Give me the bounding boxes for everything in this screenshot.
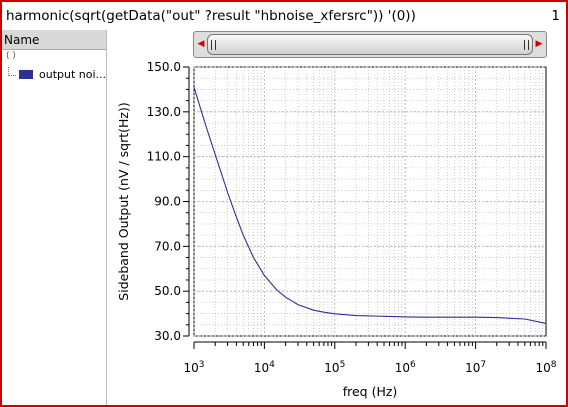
x-tick-label: 105 bbox=[324, 360, 345, 375]
subwindow-index: 1 bbox=[551, 8, 560, 24]
y-tick-label: 30.0 bbox=[154, 329, 181, 343]
trace-legend-panel: Name ( ) output noi... bbox=[2, 30, 107, 405]
tree-connector bbox=[8, 67, 16, 76]
y-tick-label: 50.0 bbox=[154, 284, 181, 298]
y-tick-label: 70.0 bbox=[154, 239, 181, 253]
name-column-header[interactable]: Name bbox=[2, 30, 106, 50]
x-tick-label: 108 bbox=[535, 360, 556, 375]
y-tick-label: 90.0 bbox=[154, 195, 181, 209]
x-axis-scrollbar[interactable]: ◀ ▶ bbox=[193, 31, 547, 58]
x-tick-label: 107 bbox=[465, 360, 486, 375]
legend-item-label: output noi... bbox=[39, 68, 107, 81]
y-tick-label: 130.0 bbox=[147, 105, 181, 119]
y-tick-label: 110.0 bbox=[147, 150, 181, 164]
legend-item-output-noise[interactable]: output noi... bbox=[2, 67, 106, 85]
tree-root: ( ) bbox=[6, 51, 16, 61]
x-tick-label: 104 bbox=[254, 360, 275, 375]
title-bar: harmonic(sqrt(getData("out" ?result "hbn… bbox=[4, 3, 564, 29]
x-axis-label: freq (Hz) bbox=[343, 384, 398, 399]
x-tick-label: 103 bbox=[183, 360, 204, 375]
arrow-left-icon[interactable]: ◀ bbox=[197, 39, 205, 49]
chart-area[interactable]: 30.0 50.0 70.0 90.0 110.0 130.0 150.0 103 104 105… bbox=[108, 58, 563, 403]
x-tick-label: 106 bbox=[395, 360, 416, 375]
scrollbar-thumb[interactable] bbox=[207, 34, 533, 55]
arrow-right-icon[interactable]: ▶ bbox=[535, 39, 543, 49]
y-axis-label: Sideband Output (nV / sqrt(Hz)) bbox=[116, 102, 131, 300]
trace-color-swatch bbox=[19, 70, 33, 79]
series-line-output-noise bbox=[193, 87, 547, 324]
plot-expression-title: harmonic(sqrt(getData("out" ?result "hbn… bbox=[6, 8, 416, 24]
grip-left-icon[interactable] bbox=[211, 40, 216, 50]
grip-right-icon[interactable] bbox=[524, 40, 529, 50]
y-tick-label: 150.0 bbox=[147, 60, 181, 74]
